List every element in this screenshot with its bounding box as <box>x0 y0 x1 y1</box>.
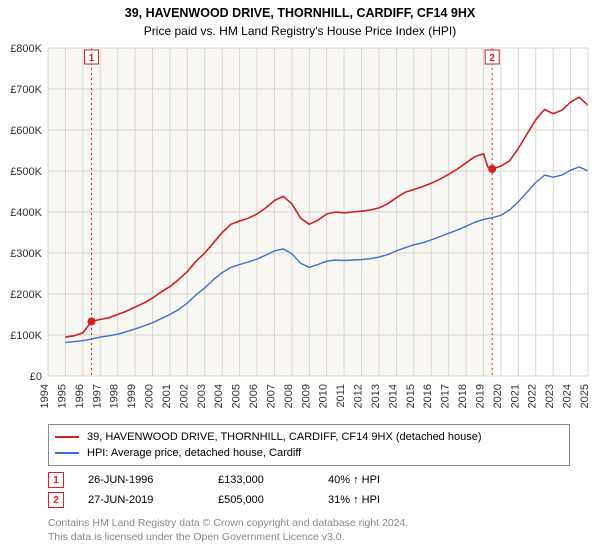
svg-text:2012: 2012 <box>353 384 365 408</box>
svg-text:1995: 1995 <box>56 384 68 408</box>
svg-text:£400K: £400K <box>10 207 42 219</box>
svg-text:2022: 2022 <box>527 384 539 408</box>
svg-text:2011: 2011 <box>335 384 347 408</box>
svg-text:2001: 2001 <box>161 384 173 408</box>
legend-swatch-property <box>55 436 79 438</box>
svg-text:2018: 2018 <box>457 384 469 408</box>
svg-text:2003: 2003 <box>196 384 208 408</box>
price-chart: £0 £100K £200K £300K £400K £500K £600K £700K £80… <box>0 40 600 420</box>
transaction-price: £133,000 <box>218 474 328 486</box>
svg-text:2019: 2019 <box>474 384 486 408</box>
svg-text:£300K: £300K <box>10 248 42 260</box>
svg-text:2009: 2009 <box>300 384 312 408</box>
svg-text:2017: 2017 <box>440 384 452 408</box>
legend-label-property: 39, HAVENWOOD DRIVE, THORNHILL, CARDIFF,… <box>87 431 482 443</box>
svg-text:1: 1 <box>89 53 95 64</box>
footer-line1: Contains HM Land Registry data © Crown c… <box>48 516 570 530</box>
svg-text:2020: 2020 <box>492 384 504 408</box>
svg-text:2023: 2023 <box>544 384 556 408</box>
legend-label-hpi: HPI: Average price, detached house, Card… <box>87 447 301 459</box>
transaction-date: 26-JUN-1996 <box>88 474 218 486</box>
svg-text:2014: 2014 <box>387 384 399 408</box>
svg-text:2007: 2007 <box>265 384 277 408</box>
svg-text:2006: 2006 <box>248 384 260 408</box>
svg-text:£100K: £100K <box>10 330 42 342</box>
svg-text:2015: 2015 <box>405 384 417 408</box>
svg-text:£800K: £800K <box>10 43 42 55</box>
svg-text:2: 2 <box>489 53 495 64</box>
svg-text:2004: 2004 <box>213 384 225 408</box>
legend-item-property: 39, HAVENWOOD DRIVE, THORNHILL, CARDIFF,… <box>55 429 563 445</box>
svg-text:£200K: £200K <box>10 289 42 301</box>
transaction-marker-2: 2 <box>48 492 64 508</box>
transaction-pct: 31% ↑ HPI <box>328 494 418 506</box>
transaction-marker-1: 1 <box>48 472 64 488</box>
chart-svg: £0 £100K £200K £300K £400K £500K £600K £700K £80… <box>0 40 600 420</box>
transaction-row: 1 26-JUN-1996 £133,000 40% ↑ HPI <box>48 470 570 490</box>
svg-text:2016: 2016 <box>422 384 434 408</box>
svg-text:2010: 2010 <box>318 384 330 408</box>
transaction-row: 2 27-JUN-2019 £505,000 31% ↑ HPI <box>48 490 570 510</box>
svg-text:£500K: £500K <box>10 166 42 178</box>
legend-item-hpi: HPI: Average price, detached house, Card… <box>55 445 563 461</box>
transaction-date: 27-JUN-2019 <box>88 494 218 506</box>
svg-text:£0: £0 <box>30 371 42 383</box>
transaction-price: £505,000 <box>218 494 328 506</box>
svg-text:2008: 2008 <box>283 384 295 408</box>
svg-text:1998: 1998 <box>109 384 121 408</box>
footer-line2: This data is licensed under the Open Gov… <box>48 530 570 544</box>
svg-text:2005: 2005 <box>231 384 243 408</box>
svg-text:1994: 1994 <box>39 384 51 408</box>
legend: 39, HAVENWOOD DRIVE, THORNHILL, CARDIFF,… <box>48 424 570 466</box>
svg-text:2024: 2024 <box>562 384 574 408</box>
svg-text:2000: 2000 <box>144 384 156 408</box>
svg-text:£600K: £600K <box>10 125 42 137</box>
transaction-pct: 40% ↑ HPI <box>328 474 418 486</box>
svg-text:2025: 2025 <box>579 384 591 408</box>
svg-text:£700K: £700K <box>10 84 42 96</box>
svg-text:2021: 2021 <box>509 384 521 408</box>
chart-title-subtitle: Price paid vs. HM Land Registry's House … <box>0 20 600 40</box>
svg-text:2013: 2013 <box>370 384 382 408</box>
svg-text:1997: 1997 <box>91 384 103 408</box>
chart-title-address: 39, HAVENWOOD DRIVE, THORNHILL, CARDIFF,… <box>0 0 600 20</box>
svg-text:1996: 1996 <box>74 384 86 408</box>
transactions-table: 1 26-JUN-1996 £133,000 40% ↑ HPI 2 27-JU… <box>48 470 570 510</box>
svg-text:1999: 1999 <box>126 384 138 408</box>
footer-attribution: Contains HM Land Registry data © Crown c… <box>48 516 570 544</box>
svg-text:2002: 2002 <box>178 384 190 408</box>
legend-swatch-hpi <box>55 452 79 454</box>
